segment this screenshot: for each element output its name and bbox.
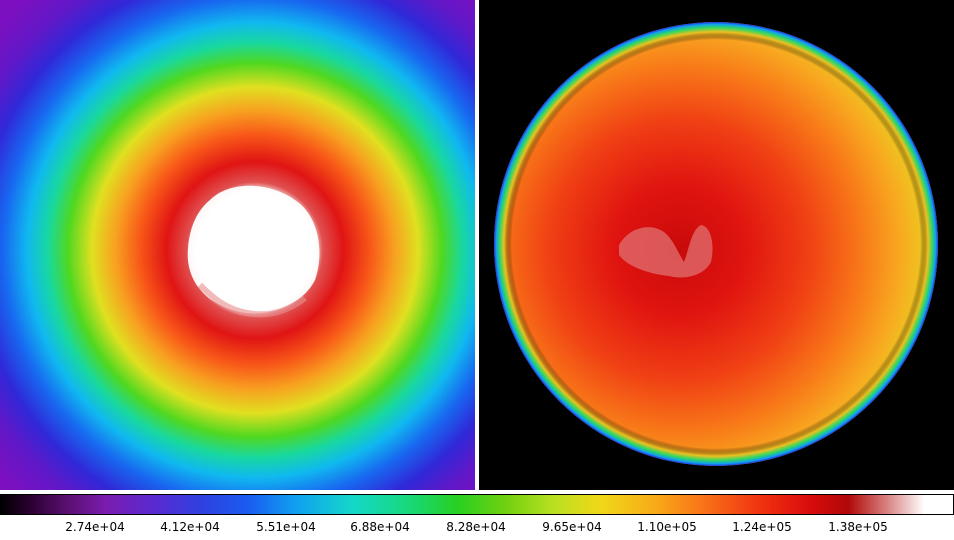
right-disk-rim bbox=[494, 22, 938, 466]
colorbar-tick-label: 6.88e+04 bbox=[350, 520, 410, 534]
panel-divider bbox=[475, 0, 479, 490]
left-saturated-core bbox=[187, 185, 320, 314]
colorbar-tick-label: 1.24e+05 bbox=[732, 520, 792, 534]
colorbar-tick-label: 1.38e+05 bbox=[828, 520, 888, 534]
colorbar-tick-label: 8.28e+04 bbox=[446, 520, 506, 534]
left-core-edge-detail bbox=[197, 282, 307, 318]
right-heatmap-image bbox=[494, 22, 938, 466]
colorbar-tick-label: 5.51e+04 bbox=[256, 520, 316, 534]
colorbar-panel: 2.74e+04 4.12e+04 5.51e+04 6.88e+04 8.28… bbox=[0, 492, 954, 540]
right-image-frame[interactable] bbox=[479, 0, 954, 490]
colorbar-tick-labels: 2.74e+04 4.12e+04 5.51e+04 6.88e+04 8.28… bbox=[0, 514, 954, 540]
colorbar-tick-label: 1.10e+05 bbox=[637, 520, 697, 534]
colorbar-gradient bbox=[0, 494, 954, 515]
left-heatmap-image bbox=[0, 0, 475, 490]
right-core-speckle bbox=[619, 225, 713, 278]
left-image-frame[interactable] bbox=[0, 0, 475, 490]
colorbar-tick-label: 2.74e+04 bbox=[65, 520, 125, 534]
colorbar-tick-label: 4.12e+04 bbox=[160, 520, 220, 534]
colorbar-tick-label: 9.65e+04 bbox=[542, 520, 602, 534]
